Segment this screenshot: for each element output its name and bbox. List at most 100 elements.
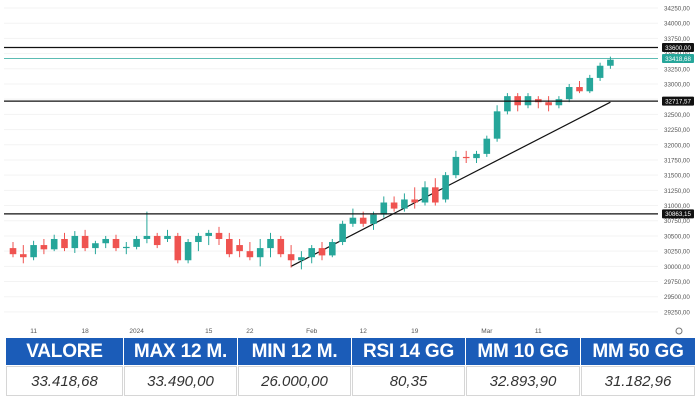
- candle-body-down: [246, 251, 254, 258]
- y-tick-label: 32000,00: [664, 142, 690, 149]
- y-tick-label: 32250,00: [664, 127, 690, 134]
- candle-body-up: [102, 238, 109, 244]
- candle-body-up: [483, 138, 491, 154]
- candle-body-down: [215, 232, 223, 239]
- price-tag: [662, 96, 694, 106]
- candle-body-up: [92, 243, 99, 249]
- candle-body-up: [586, 77, 594, 92]
- candle-body-up: [123, 246, 130, 249]
- candle-body-down: [411, 199, 418, 203]
- stat-label: RSI 14 GG: [352, 338, 465, 365]
- candle-body-down: [9, 248, 17, 255]
- x-tick-label: Feb: [306, 328, 318, 335]
- stat-label: MM 50 GG: [581, 338, 695, 365]
- settings-icon[interactable]: [675, 327, 683, 335]
- candle-body-up: [493, 111, 501, 139]
- candle-body-up: [50, 238, 58, 250]
- candle-body-up: [195, 235, 202, 243]
- y-tick-label: 34000,00: [664, 21, 690, 28]
- candle-body-up: [370, 214, 377, 224]
- stat-label: MIN 12 M.: [238, 338, 351, 365]
- stat-label: MM 10 GG: [466, 338, 580, 365]
- candle-body-up: [555, 99, 563, 106]
- candle-body-up: [30, 245, 37, 258]
- candle-body-up: [308, 248, 315, 258]
- candle-body-up: [143, 235, 151, 239]
- candle-body-up: [452, 156, 460, 176]
- candle-body-up: [267, 238, 274, 249]
- candle-body-up: [401, 199, 408, 209]
- y-tick-label: 29500,00: [664, 294, 690, 301]
- stat-min-12m: MIN 12 M. 26.000,00: [238, 338, 351, 398]
- candle-body-down: [576, 87, 583, 92]
- y-tick-label: 31250,00: [664, 188, 690, 195]
- y-tick-label: 29250,00: [664, 309, 690, 316]
- candle-body-down: [174, 235, 182, 261]
- y-tick-label: 33750,00: [664, 36, 690, 43]
- x-tick-label: 19: [411, 328, 419, 335]
- stat-label: VALORE: [6, 338, 123, 365]
- candle-body-down: [432, 187, 439, 203]
- y-tick-label: 30500,00: [664, 233, 690, 240]
- stat-label: MAX 12 M.: [124, 338, 237, 365]
- candle-body-up: [329, 242, 336, 256]
- candle-body-down: [545, 102, 552, 106]
- candle-body-down: [226, 238, 233, 255]
- x-tick-label: 18: [81, 328, 89, 335]
- candle-body-down: [318, 248, 326, 256]
- stat-value: 80,35: [352, 366, 465, 396]
- candle-body-up: [256, 248, 264, 258]
- y-tick-label: 30750,00: [664, 218, 690, 225]
- y-tick-label: 31000,00: [664, 203, 690, 210]
- candle-body-up: [298, 257, 305, 261]
- candle-body-down: [236, 245, 243, 252]
- candle-body-up: [184, 242, 192, 261]
- candle-body-down: [153, 235, 161, 246]
- candle-body-down: [61, 238, 68, 249]
- candle-body-up: [164, 235, 171, 239]
- candle-body-down: [462, 156, 470, 159]
- candle-body-up: [473, 153, 480, 159]
- candle-body-down: [390, 202, 398, 209]
- candle-body-up: [421, 187, 429, 203]
- candle-body-up: [596, 65, 604, 78]
- x-tick-label: 12: [360, 328, 368, 335]
- x-tick-label: 11: [30, 328, 37, 335]
- stat-mm-10: MM 10 GG 32.893,90: [466, 338, 580, 398]
- x-tick-label: Mar: [481, 328, 493, 335]
- stat-value: 33.490,00: [124, 366, 237, 396]
- price-tag: [662, 54, 694, 64]
- x-tick-label: 15: [205, 328, 213, 335]
- candle-body-down: [359, 217, 367, 224]
- candle-body-up: [339, 223, 346, 243]
- candle-body-up: [380, 202, 388, 215]
- price-tag-label: 33600,00: [665, 45, 691, 52]
- price-tag-label: 30863,15: [665, 211, 691, 218]
- candle-body-down: [277, 238, 285, 255]
- stats-table: VALORE 33.418,68 MAX 12 M. 33.490,00 MIN…: [6, 338, 695, 398]
- candle-body-up: [71, 235, 79, 249]
- y-tick-label: 33250,00: [664, 66, 690, 73]
- stat-value: 32.893,90: [466, 366, 580, 396]
- y-tick-label: 30000,00: [664, 264, 690, 271]
- candlestick-chart[interactable]: 34250,0034000,0033750,0033500,0033250,00…: [0, 0, 700, 338]
- candle-body-up: [349, 217, 357, 224]
- y-tick-label: 30250,00: [664, 249, 690, 256]
- y-tick-label: 31500,00: [664, 173, 690, 180]
- price-tag: [662, 209, 694, 219]
- y-tick-label: 34250,00: [664, 6, 690, 13]
- stat-mm-50: MM 50 GG 31.182,96: [581, 338, 695, 398]
- candle-body-up: [565, 87, 573, 100]
- candle-body-up: [133, 238, 140, 247]
- candle-body-down: [112, 238, 120, 249]
- y-tick-label: 32500,00: [664, 112, 690, 119]
- price-tag: [662, 43, 694, 53]
- x-tick-label: 11: [535, 328, 542, 335]
- candle-body-down: [287, 254, 295, 261]
- stat-valore: VALORE 33.418,68: [6, 338, 123, 398]
- candle-body-up: [607, 59, 614, 66]
- y-tick-label: 31750,00: [664, 157, 690, 164]
- stat-rsi-14: RSI 14 GG 80,35: [352, 338, 465, 398]
- candle-body-up: [442, 175, 449, 200]
- stat-value: 33.418,68: [6, 366, 123, 396]
